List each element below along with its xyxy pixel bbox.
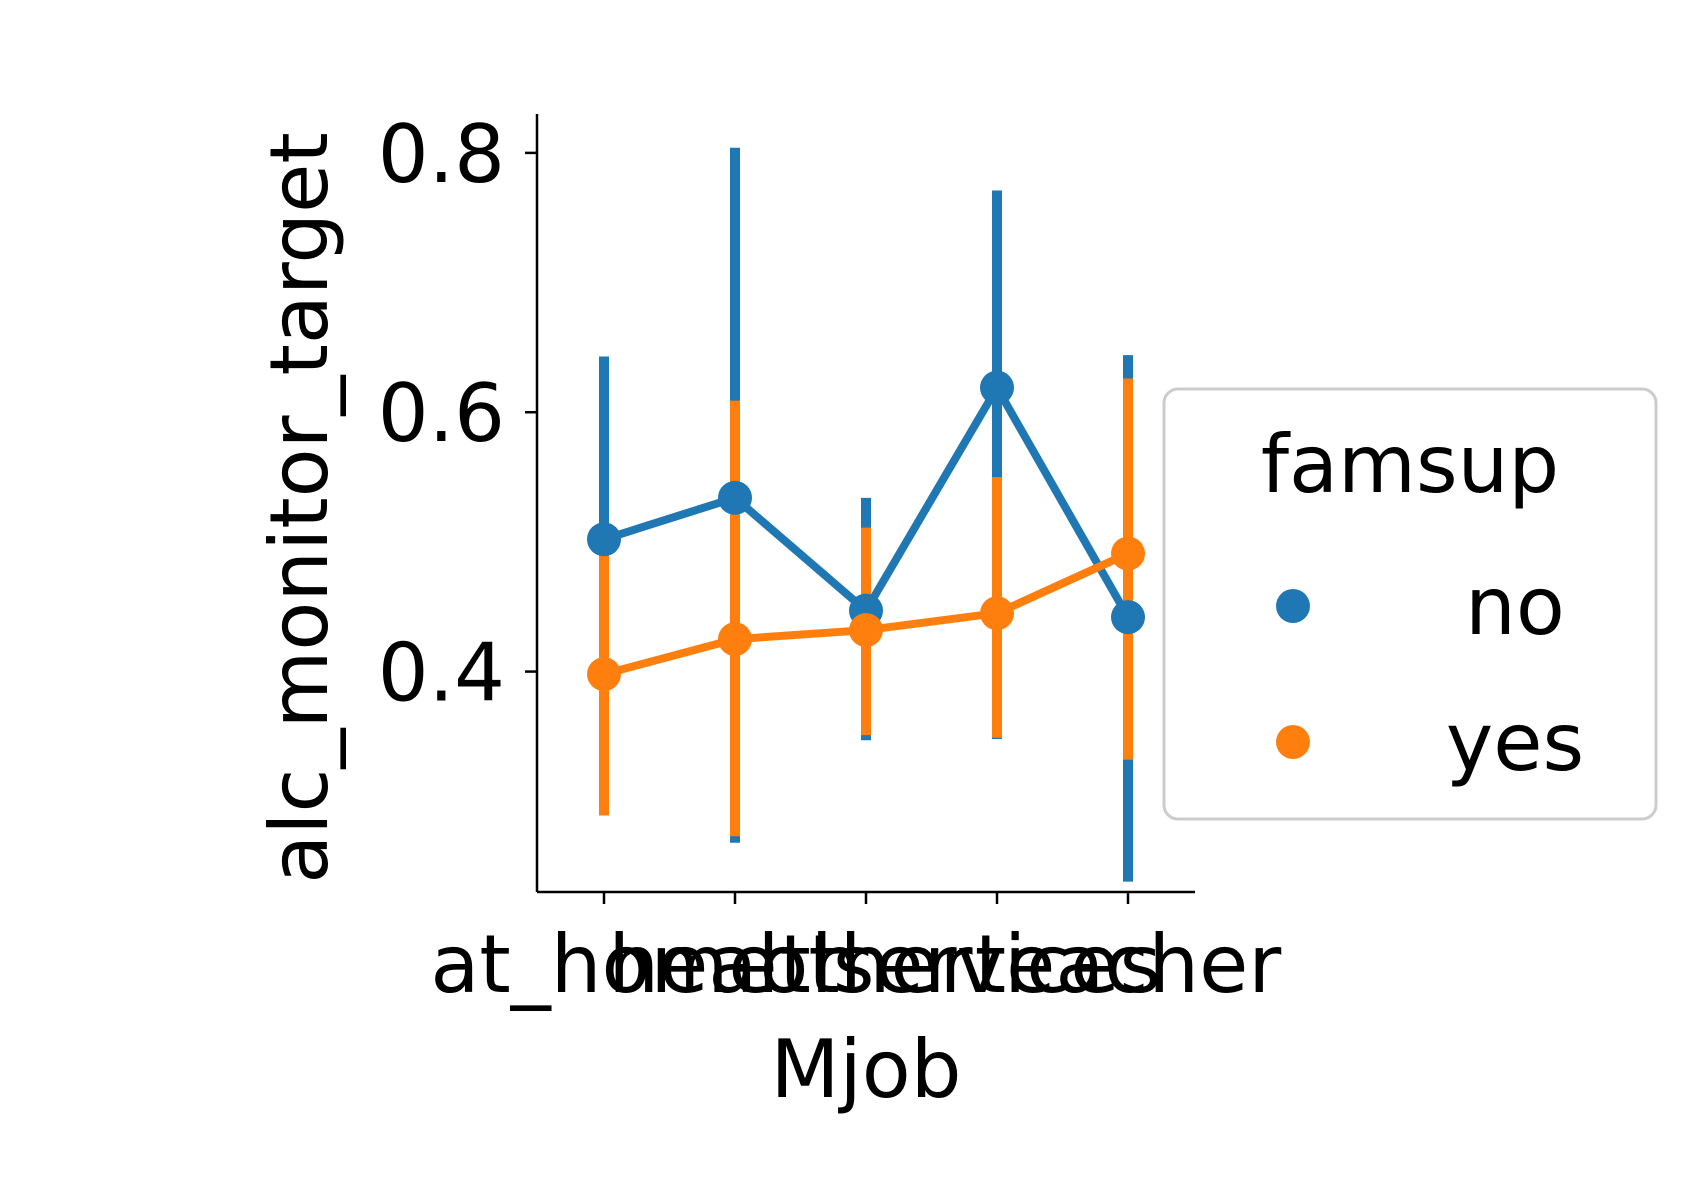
legend-marker-yes	[1276, 725, 1310, 759]
y-axis-label: alc_monitor_target	[253, 132, 346, 883]
x-tick-label: at_home	[430, 918, 777, 1011]
y-tick-label: 0.6	[378, 367, 505, 460]
x-tick-label: teacher	[975, 918, 1282, 1011]
point-yes-teacher	[1111, 536, 1145, 571]
legend-label-no: no	[1465, 560, 1565, 653]
legend-label-yes: yes	[1446, 696, 1584, 789]
x-tick-label: health	[608, 918, 861, 1011]
x-axis-label: Mjob	[771, 1023, 962, 1116]
point-yes-services	[980, 596, 1014, 631]
point-no-teacher	[1111, 600, 1145, 635]
x-tick-label: other	[759, 918, 972, 1011]
series-layer	[587, 147, 1145, 882]
y-tick-label: 0.8	[378, 108, 505, 201]
legend: famsup no yes	[1162, 387, 1658, 821]
y-ticks: 0.4 0.6 0.8	[378, 108, 537, 720]
legend-title: famsup	[1261, 418, 1559, 511]
point-yes-other	[849, 613, 883, 648]
point-no-health	[718, 480, 752, 515]
legend-frame	[1162, 387, 1658, 821]
y-tick-label: 0.4	[378, 627, 505, 720]
point-yes-health	[718, 622, 752, 657]
legend-marker-no	[1276, 589, 1310, 623]
x-tick-label: services	[833, 918, 1161, 1011]
legend-entries: no yes	[1276, 560, 1584, 789]
point-yes-at_home	[587, 657, 621, 692]
point-no-services	[980, 370, 1014, 405]
series-points	[587, 370, 1145, 692]
point-no-at_home	[587, 522, 621, 557]
